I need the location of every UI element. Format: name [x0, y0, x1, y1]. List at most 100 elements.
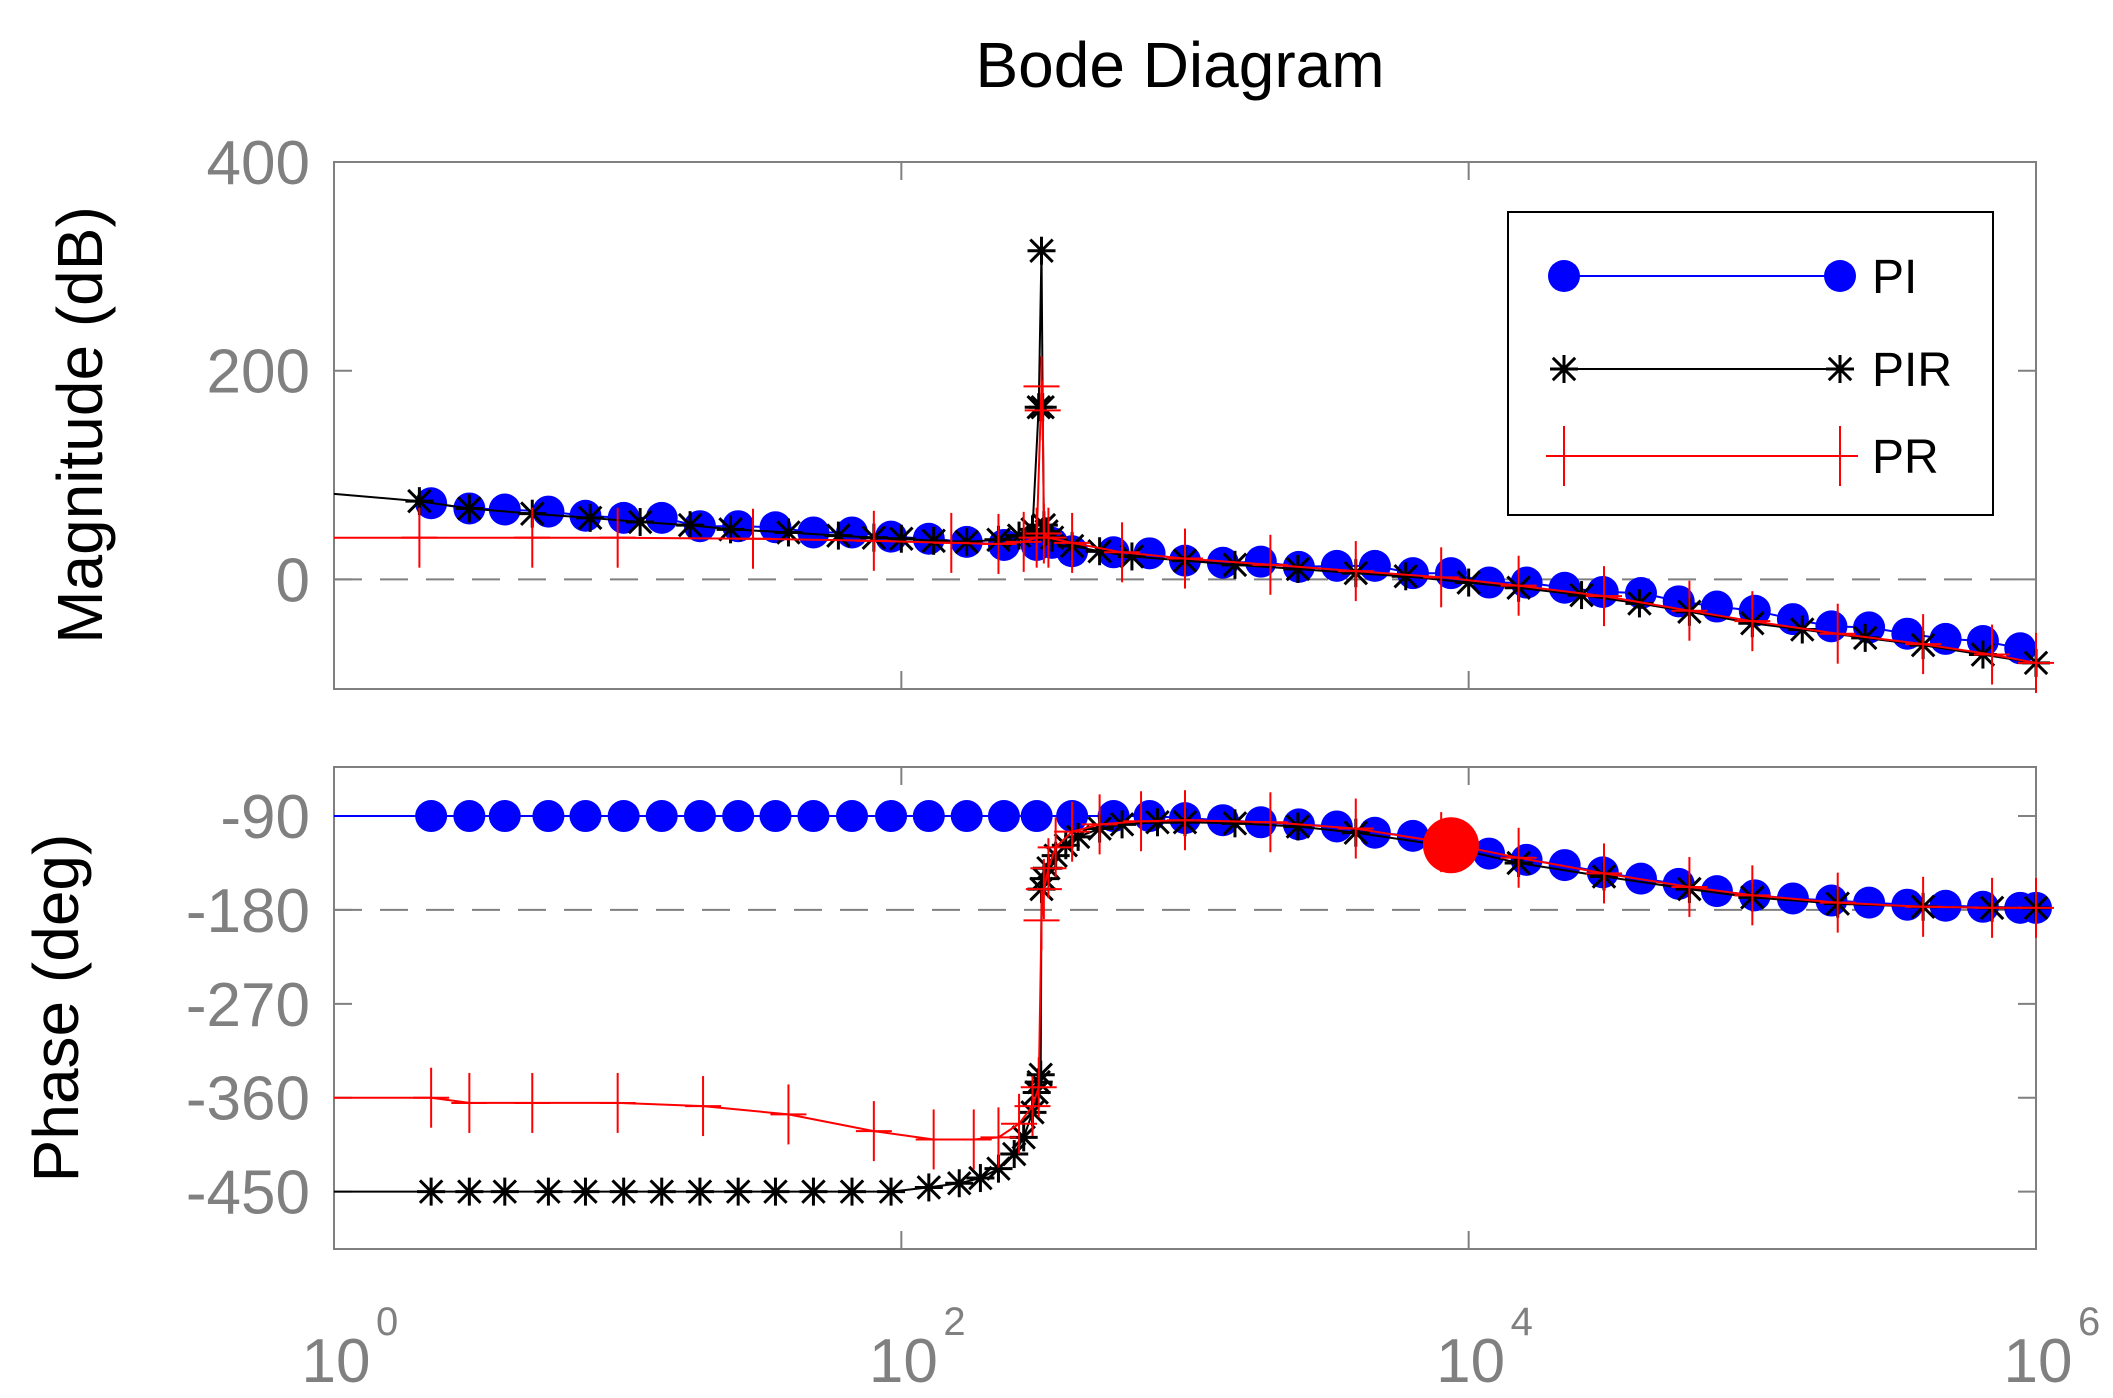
- legend-entry-pi: PI: [1548, 251, 1917, 304]
- phase-point-pr-5: [685, 1076, 722, 1137]
- magnitude-point-pi-9: [759, 511, 792, 544]
- magnitude-point-pir-4: [576, 503, 605, 532]
- phase-point-pir-12: [837, 1177, 866, 1206]
- magnitude-point-pr-19: [1423, 547, 1460, 608]
- phase-point-pi-4: [532, 800, 565, 833]
- magnitude-point-pir-28: [1283, 554, 1312, 583]
- chart-title: Bode Diagram: [975, 29, 1384, 101]
- magnitude-point-pir-11-d2: [889, 526, 914, 551]
- phase-point-pr-27: [1671, 856, 1708, 917]
- magnitude-point-pir-5: [626, 508, 655, 537]
- phase-point-pr-26: [1586, 843, 1623, 904]
- phase-point-pir-35-d2: [1285, 814, 1311, 839]
- xtick-label-3: 10: [2004, 1327, 2073, 1396]
- legend-marker-left-pir-d2: [1551, 356, 1577, 382]
- phase-point-pr-10: [980, 1107, 1017, 1168]
- phase-point-pir-32-d2: [1145, 810, 1170, 835]
- phase-point-pr-3: [514, 1072, 551, 1133]
- legend-marker-right-pi: [1824, 260, 1856, 292]
- magnitude-ytick-label-1: 200: [207, 338, 310, 407]
- phase-point-pi-29: [1473, 837, 1506, 870]
- xtick-exponent-3: 6: [2078, 1300, 2100, 1344]
- magnitude-point-pi-13: [912, 522, 945, 555]
- phase-point-pir-29: [1064, 822, 1093, 851]
- phase-point-pir-15-d2: [946, 1171, 972, 1196]
- magnitude-point-pir-34-d2: [1627, 591, 1652, 616]
- phase-point-pr-6: [770, 1084, 807, 1145]
- phase-point-pi-9: [722, 800, 755, 833]
- phase-point-pi-41: [1929, 889, 1962, 922]
- magnitude-point-pir-30: [1391, 562, 1420, 591]
- phase-point-pi-15: [950, 800, 983, 833]
- magnitude-point-pr-15: [1104, 522, 1141, 583]
- magnitude-point-pir-7-d2: [718, 517, 743, 542]
- phase-point-pi-5: [569, 800, 602, 833]
- phase-point-pr-23: [1337, 798, 1374, 859]
- magnitude-point-pir-24: [1085, 537, 1114, 566]
- phase-point-pir-10: [761, 1177, 790, 1206]
- legend-label-pr: PR: [1872, 431, 1939, 484]
- magnitude-point-pir-34: [1625, 589, 1654, 618]
- magnitude-point-pr-13: [1030, 507, 1067, 568]
- phase-point-pi-26: [1358, 816, 1391, 849]
- magnitude-markers-pr: [401, 356, 2054, 693]
- xtick-exponent-1: 2: [943, 1300, 965, 1344]
- magnitude-line-pr: [334, 386, 2037, 664]
- phase-point-pi-8: [683, 800, 716, 833]
- magnitude-point-pir-6-d2: [677, 512, 703, 538]
- phase-point-pir-7: [647, 1177, 676, 1206]
- phase-point-pir-5-d2: [573, 1179, 598, 1204]
- magnitude-point-pi-4: [569, 499, 602, 532]
- phase-ytick-label-0: -90: [220, 783, 310, 852]
- magnitude-point-pi-5: [607, 501, 640, 534]
- magnitude-ytick-label-2: 0: [276, 546, 310, 615]
- magnitude-point-pr-20: [1500, 555, 1537, 616]
- magnitude-point-pr-16: [1167, 528, 1203, 589]
- phase-point-pi-39: [1853, 886, 1886, 919]
- phase-point-pr-22: [1252, 792, 1289, 853]
- magnitude-point-pir-13: [952, 527, 981, 556]
- phase-point-pr-30: [1905, 876, 1942, 937]
- magnitude-point-pir-1-d2: [407, 488, 432, 514]
- magnitude-point-pir-9-d2: [826, 523, 851, 548]
- phase-point-pir-4-d2: [536, 1179, 561, 1204]
- magnitude-point-pr-22: [1671, 580, 1708, 641]
- magnitude-point-pir-27: [1220, 550, 1249, 579]
- phase-point-pi-13: [875, 800, 908, 833]
- magnitude-point-pir-12-d2: [921, 528, 946, 554]
- magnitude-point-pr-12: [1025, 503, 1062, 564]
- phase-point-pir-34-d2: [1222, 811, 1248, 836]
- magnitude-point-pi-3: [532, 495, 565, 528]
- phase-point-pir-32: [1143, 808, 1172, 837]
- magnitude-point-pir-13-d2: [954, 529, 979, 555]
- magnitude-point-pir-8: [774, 518, 803, 547]
- phase-point-pi-6: [607, 800, 640, 833]
- magnitude-point-pir-2: [455, 494, 484, 523]
- magnitude-point-pir-9: [824, 521, 853, 550]
- phase-ytick-label-4: -450: [186, 1159, 310, 1228]
- xtick-label-1: 10: [869, 1327, 938, 1396]
- xtick-label-2: 10: [1436, 1327, 1505, 1396]
- phase-point-pr-32: [2018, 877, 2054, 938]
- magnitude-point-pir-18: [1027, 236, 1056, 265]
- magnitude-point-pir-6: [676, 511, 705, 540]
- phase-point-pi-7: [645, 800, 678, 833]
- legend-marker-right-pir-d2: [1827, 356, 1853, 382]
- magnitude-point-pir-31: [1454, 568, 1483, 597]
- phase-point-pir-1-d2: [418, 1179, 444, 1204]
- phase-point-pir-9: [724, 1177, 753, 1206]
- phase-axis-label: Phase (deg): [20, 834, 92, 1183]
- phase-point-pr-11: [1001, 1093, 1038, 1154]
- magnitude-point-pir-5-d2: [627, 509, 653, 535]
- magnitude-point-pr-26: [1974, 624, 2011, 685]
- magnitude-point-pir-18-d2: [1029, 238, 1054, 263]
- legend-entry-pir: PIR: [1550, 344, 1952, 397]
- phase-point-pr-21: [1167, 790, 1203, 851]
- phase-point-pr-17: [1037, 817, 1074, 878]
- phase-point-pir-29-d2: [1065, 824, 1091, 850]
- phase-point-pir-3: [490, 1177, 519, 1206]
- magnitude-point-pr-6: [933, 512, 970, 573]
- phase-point-pir-16-d2: [968, 1165, 993, 1191]
- magnitude-point-pir-4-d2: [577, 505, 603, 531]
- legend: PI PIR PR: [1507, 211, 1994, 516]
